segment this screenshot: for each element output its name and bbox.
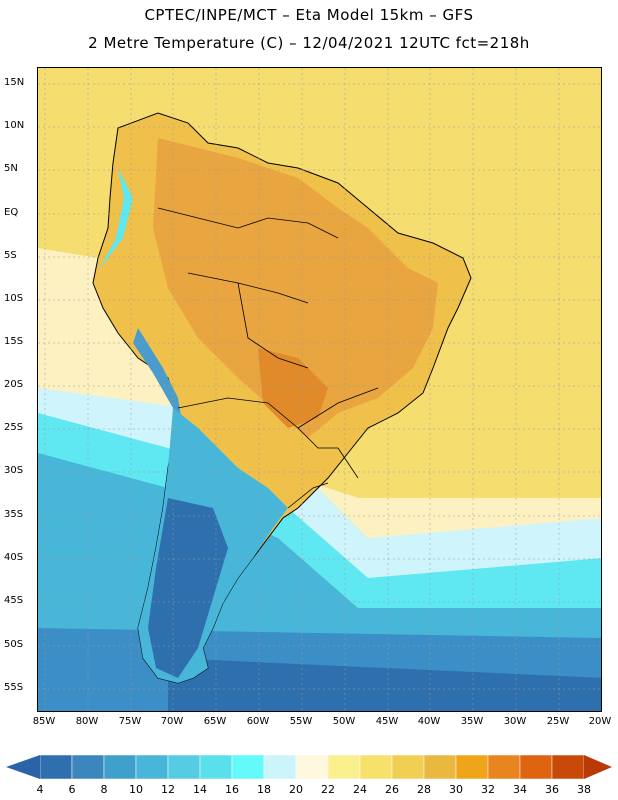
lat-label: 5S: [4, 250, 17, 261]
lat-label: 15N: [4, 77, 25, 88]
colorbar-label: 16: [225, 783, 239, 796]
colorbar-cell: [391, 754, 425, 780]
colorbar-cell: [135, 754, 169, 780]
colorbar-label: 28: [417, 783, 431, 796]
colorbar-label: 30: [449, 783, 463, 796]
lat-label: 50S: [4, 639, 24, 650]
map-title-line2: 2 Metre Temperature (C) – 12/04/2021 12U…: [88, 34, 530, 52]
colorbar-cell: [295, 754, 329, 780]
lat-label: 30S: [4, 465, 24, 476]
andes-north: [100, 168, 133, 268]
colorbar-cell: [519, 754, 553, 780]
colorbar-label: 38: [577, 783, 591, 796]
colorbar-label: 18: [257, 783, 271, 796]
colorbar-label: 20: [289, 783, 303, 796]
lat-label: 40S: [4, 552, 24, 563]
interior-warm-zone: [153, 138, 438, 438]
map-panel: [37, 67, 602, 712]
lon-label: 65W: [203, 716, 227, 727]
lat-label: 35S: [4, 509, 24, 520]
deepest-ocean: [168, 658, 601, 711]
map-title-line1: CPTEC/INPE/MCT – Eta Model 15km – GFS: [144, 6, 474, 24]
colorbar-label: 4: [36, 783, 44, 796]
colorbar-cell: [487, 754, 521, 780]
colorbar-label: 32: [481, 783, 495, 796]
colorbar-cell: [263, 754, 297, 780]
colorbar-cell: [327, 754, 361, 780]
colorbar-label: 8: [100, 783, 108, 796]
colorbar-label: 12: [161, 783, 175, 796]
lon-label: 40W: [417, 716, 441, 727]
colorbar-label: 10: [129, 783, 143, 796]
lat-label: 10S: [4, 293, 24, 304]
colorbar-label: 26: [385, 783, 399, 796]
lon-label: 20W: [588, 716, 612, 727]
colorbar-label: 22: [321, 783, 335, 796]
colorbar-label: 24: [353, 783, 367, 796]
andes-central: [133, 328, 183, 428]
lon-label: 35W: [460, 716, 484, 727]
colorbar-cell: [199, 754, 233, 780]
colorbar-cells: [39, 754, 585, 780]
lat-label: 20S: [4, 379, 24, 390]
lat-label: 45S: [4, 595, 24, 606]
colorbar-cell: [455, 754, 489, 780]
colorbar-cell: [423, 754, 457, 780]
colorbar-cell: [39, 754, 73, 780]
patagonia-cold: [148, 498, 228, 678]
graticule: [38, 68, 601, 711]
lon-label: 80W: [75, 716, 99, 727]
lon-label: 50W: [332, 716, 356, 727]
lon-label: 30W: [503, 716, 527, 727]
colorbar-label: 34: [513, 783, 527, 796]
lon-label: 75W: [118, 716, 142, 727]
lat-label: 25S: [4, 422, 24, 433]
lat-label: 5N: [4, 163, 18, 174]
lon-label: 60W: [246, 716, 270, 727]
colorbar-cell: [103, 754, 137, 780]
colorbar-label: 36: [545, 783, 559, 796]
colorbar-right-arrow: [584, 755, 612, 779]
lon-label: 45W: [375, 716, 399, 727]
colorbar: [6, 754, 612, 780]
colorbar-cell: [71, 754, 105, 780]
colorbar-label: 6: [68, 783, 76, 796]
lat-label: 55S: [4, 682, 24, 693]
temperature-map: [38, 68, 601, 711]
colorbar-cell: [167, 754, 201, 780]
country-borders: [157, 207, 379, 509]
lat-label: 15S: [4, 336, 24, 347]
lat-label: 10N: [4, 120, 25, 131]
lat-label: EQ: [4, 207, 19, 218]
colorbar-cell: [359, 754, 393, 780]
hot-spot-central: [258, 348, 328, 428]
lon-label: 70W: [160, 716, 184, 727]
colorbar-left-arrow: [6, 755, 40, 779]
lon-label: 85W: [32, 716, 56, 727]
colorbar-label: 14: [193, 783, 207, 796]
colorbar-cell: [551, 754, 585, 780]
lon-label: 25W: [546, 716, 570, 727]
lon-label: 55W: [289, 716, 313, 727]
colorbar-cell: [231, 754, 265, 780]
